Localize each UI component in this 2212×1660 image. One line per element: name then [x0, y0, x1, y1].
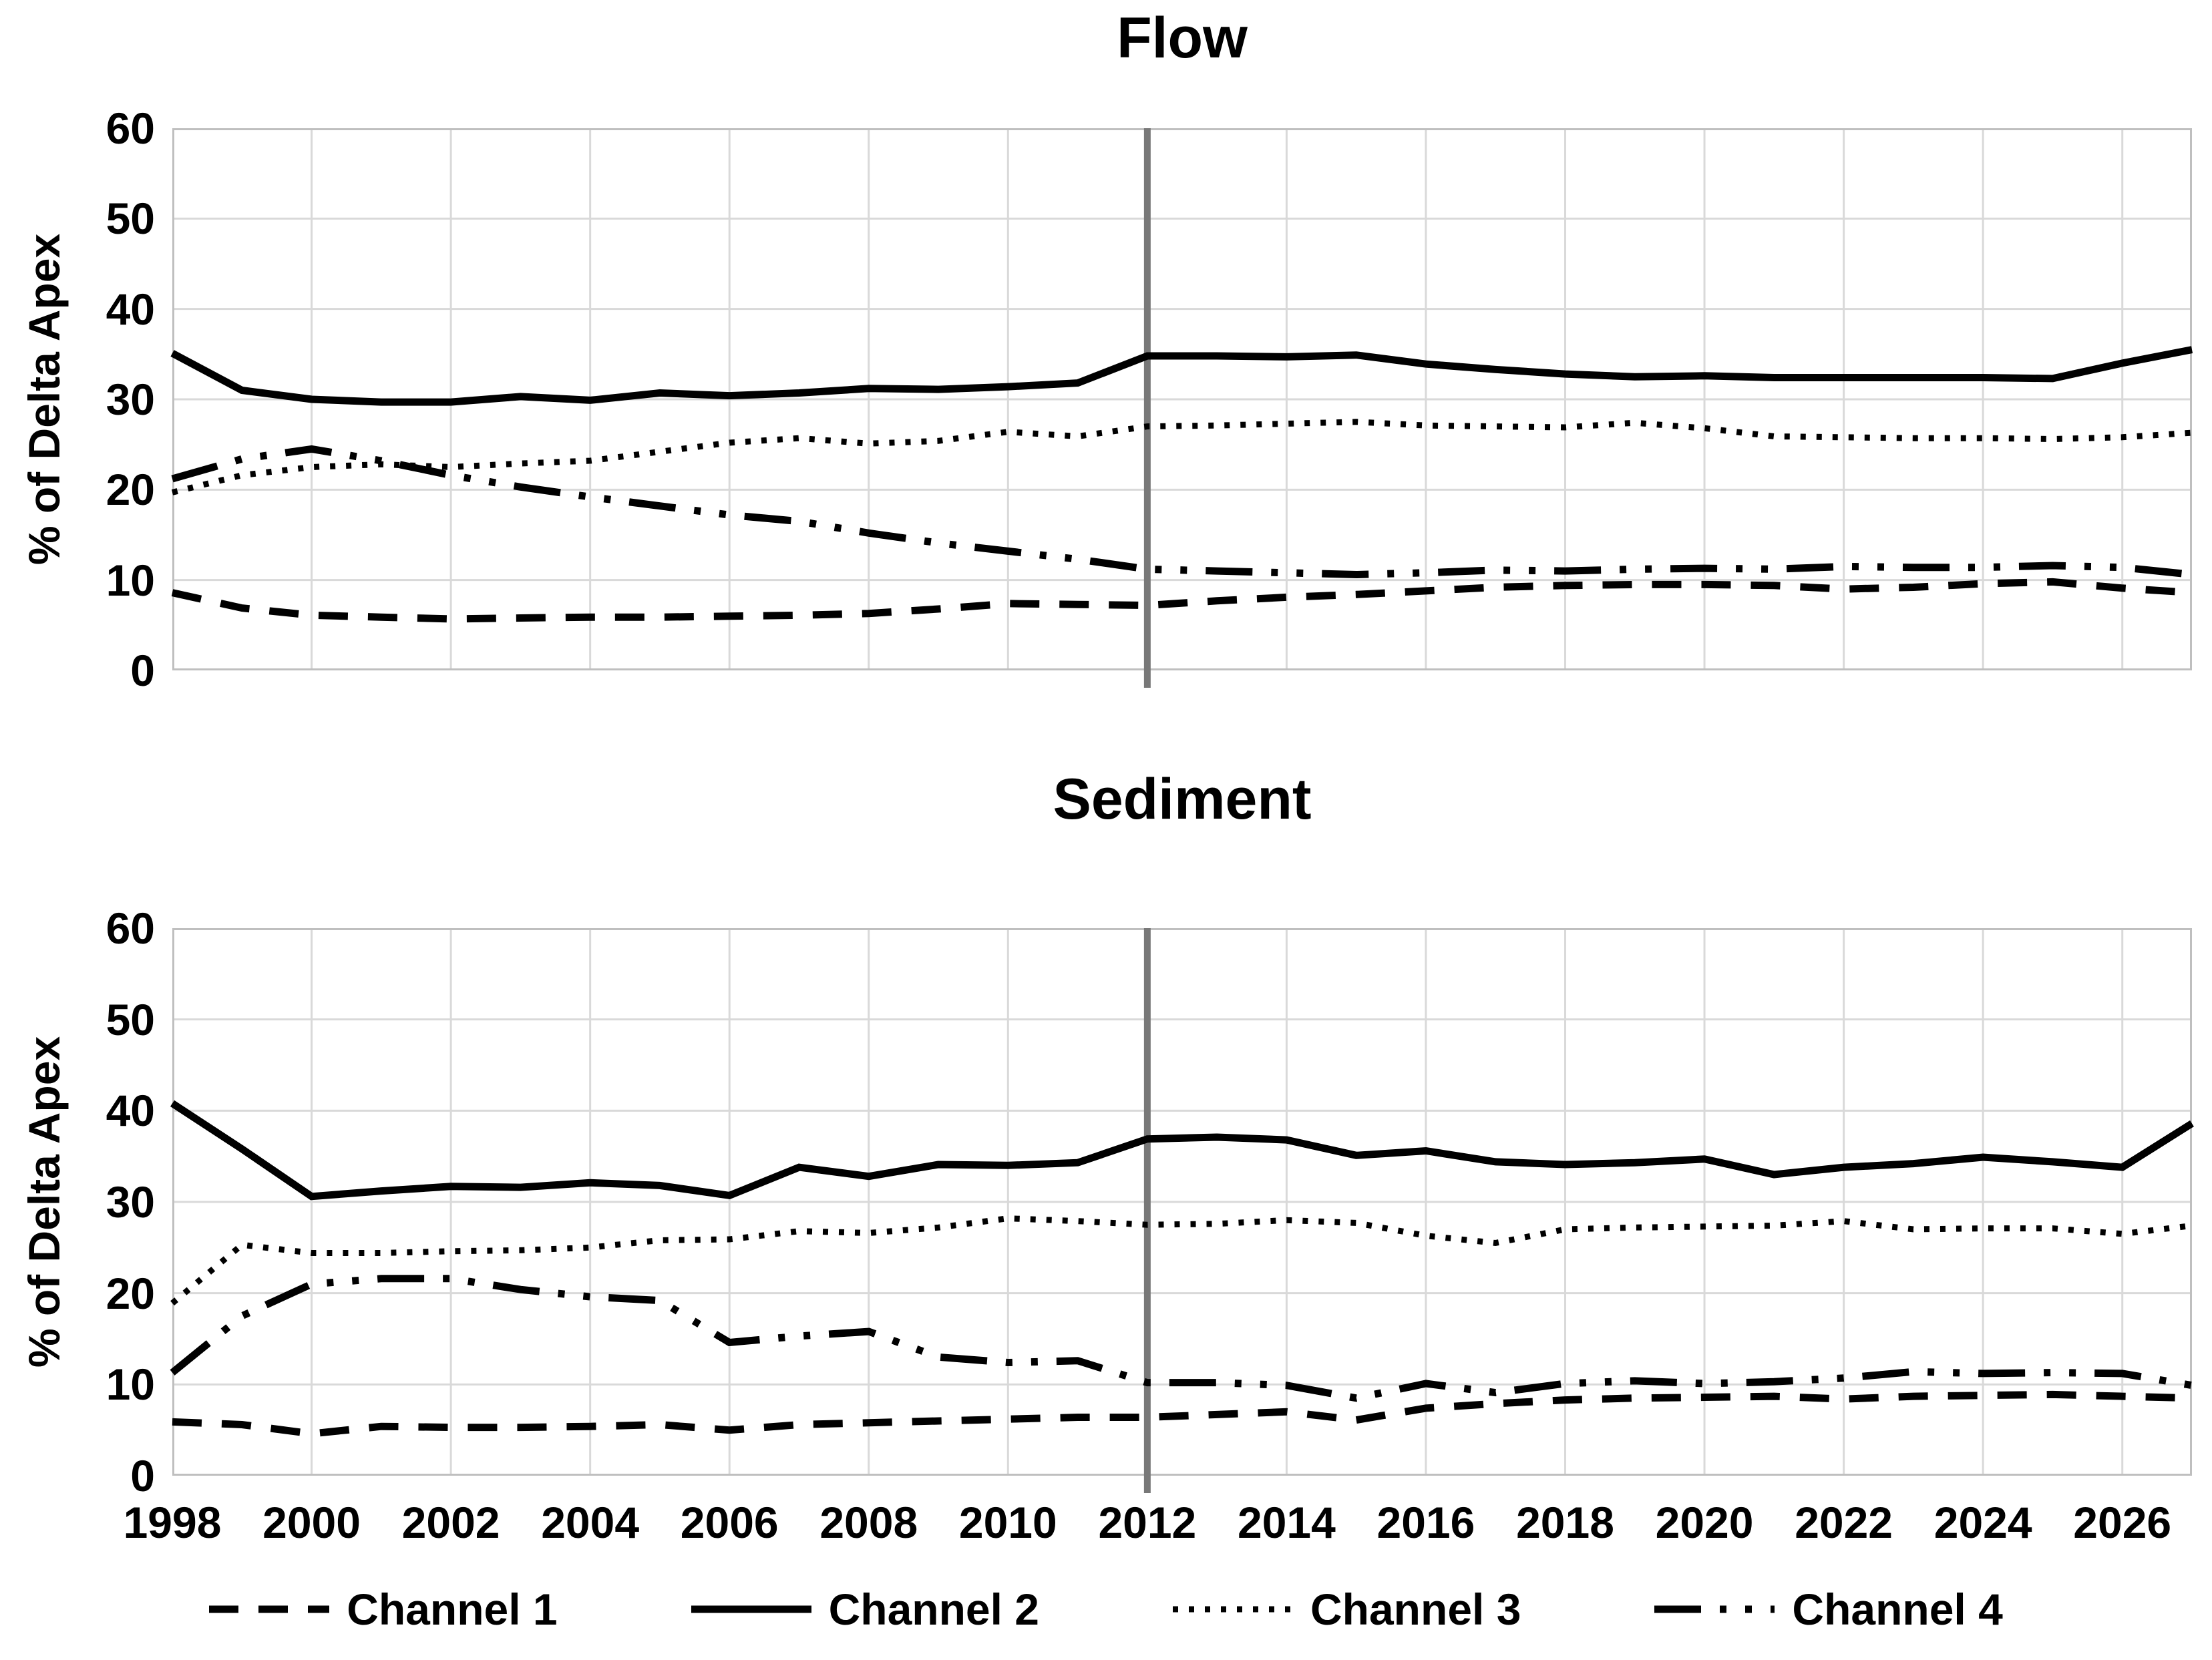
y-tick-label: 0 — [130, 646, 155, 695]
channel-2-line-sample-icon — [691, 1605, 811, 1613]
x-tick-label: 2016 — [1376, 1498, 1475, 1547]
legend-item-channel-1: Channel 1 — [209, 1584, 558, 1635]
chart-legend: Channel 1 Channel 2 Channel 3 Channel 4 — [0, 1584, 2212, 1635]
x-tick-label: 1998 — [123, 1498, 222, 1547]
x-tick-label: 2000 — [262, 1498, 361, 1547]
series-line-channel-4 — [170, 1275, 2193, 1402]
x-tick-label: 2008 — [819, 1498, 918, 1547]
y-tick-label: 10 — [106, 555, 155, 605]
y-tick-label: 50 — [106, 994, 155, 1044]
series-line-channel-2 — [170, 346, 2193, 406]
series-line-channel-1 — [171, 578, 2193, 623]
series-line-channel-1 — [172, 1390, 2193, 1438]
y-tick-label: 40 — [106, 284, 155, 334]
sediment-chart-plot-area — [170, 928, 2194, 1493]
y-tick-label: 30 — [106, 1177, 155, 1227]
legend-label: Channel 2 — [828, 1585, 1039, 1634]
x-tick-label: 2004 — [541, 1498, 640, 1547]
y-tick-label: 20 — [106, 1268, 155, 1318]
y-tick-label: 40 — [106, 1086, 155, 1136]
y-tick-label: 50 — [106, 194, 155, 244]
y-tick-label: 60 — [106, 103, 155, 153]
series-line-channel-3 — [170, 1215, 2193, 1306]
flow-chart-canvas — [170, 128, 2193, 688]
series-line-channel-4 — [171, 445, 2193, 579]
x-tick-label: 2002 — [401, 1498, 500, 1547]
x-tick-label: 2022 — [1795, 1498, 1893, 1547]
channel-3-line-sample-icon — [1173, 1606, 1293, 1613]
x-tick-label: 2020 — [1655, 1498, 1754, 1547]
sediment-chart-title: Sediment — [1053, 767, 1312, 831]
x-tick-label: 2006 — [680, 1498, 779, 1547]
legend-label: Channel 3 — [1310, 1585, 1521, 1634]
series-line-channel-2 — [170, 1100, 2194, 1201]
plot-border — [172, 128, 2192, 670]
channel-1-line-sample-icon — [209, 1605, 330, 1613]
y-tick-label: 10 — [106, 1360, 155, 1410]
legend-item-channel-3: Channel 3 — [1173, 1584, 1521, 1635]
x-tick-label: 2014 — [1237, 1498, 1336, 1547]
x-tick-label: 2012 — [1098, 1498, 1197, 1547]
x-tick-label: 2024 — [1933, 1498, 2032, 1547]
plot-border — [172, 928, 2192, 1476]
y-tick-label: 60 — [106, 903, 155, 953]
legend-item-channel-4: Channel 4 — [1654, 1584, 2003, 1635]
flow-chart-plot-area — [170, 128, 2193, 688]
legend-label: Channel 1 — [347, 1585, 558, 1634]
x-tick-label: 2010 — [958, 1498, 1057, 1547]
legend-label: Channel 4 — [1792, 1585, 2003, 1634]
x-tick-label: 2026 — [2073, 1498, 2172, 1547]
x-tick-label: 2018 — [1516, 1498, 1614, 1547]
y-tick-label: 20 — [106, 465, 155, 515]
channel-4-line-sample-icon — [1654, 1605, 1775, 1613]
flow-chart-title: Flow — [1117, 6, 1248, 70]
sediment-chart-canvas — [170, 928, 2194, 1493]
y-tick-label: 30 — [106, 375, 155, 424]
y-tick-label: 0 — [130, 1451, 155, 1500]
series-line-channel-3 — [171, 419, 2193, 495]
legend-item-channel-2: Channel 2 — [691, 1584, 1039, 1635]
